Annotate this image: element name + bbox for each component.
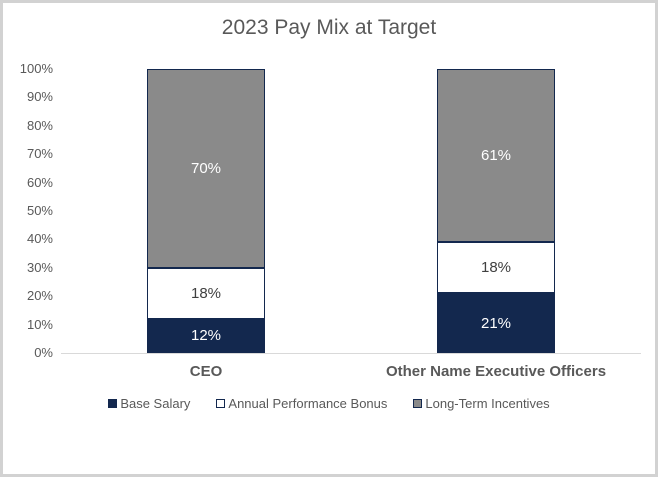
- legend-label: Annual Performance Bonus: [228, 396, 388, 411]
- y-tick-label: 60%: [26, 174, 53, 190]
- y-tick-label: 0%: [34, 345, 53, 360]
- data-label: 61%: [480, 147, 512, 165]
- plot-main: 12% 18% 70% 21% 18% 61% CEO Other Name Executi…: [61, 69, 641, 380]
- legend-marker-long-term-incentives: [413, 399, 423, 408]
- data-label: 70%: [190, 159, 222, 177]
- legend-marker-annual-performance-bonus: [216, 399, 226, 408]
- data-label: 21%: [480, 314, 512, 332]
- stacked-bar-ceo: 12% 18% 70%: [147, 69, 265, 353]
- category-slot-other-name-executive-officers: 21% 18% 61%: [351, 69, 641, 353]
- legend: Base Salary Annual Performance Bonus Long-…: [3, 396, 655, 411]
- bar-segment-base-salary: 12%: [147, 318, 265, 353]
- y-tick-label: 30%: [26, 259, 53, 275]
- legend-label: Long-Term Incentives: [425, 396, 550, 411]
- data-label: 18%: [190, 284, 222, 302]
- y-tick-label: 90%: [26, 89, 53, 105]
- data-label: 12%: [190, 327, 222, 345]
- y-tick-label: 20%: [26, 288, 53, 304]
- bar-segment-annual-performance-bonus: 18%: [437, 242, 555, 294]
- plot-region: 0% 10% 20% 30% 40% 50% 60% 70% 80% 90% 100% 12% 18%…: [3, 61, 641, 380]
- category-label-ceo: CEO: [189, 363, 223, 380]
- y-axis: 0% 10% 20% 30% 40% 50% 60% 70% 80% 90% 100%: [3, 61, 61, 360]
- y-tick-label: 80%: [26, 117, 53, 133]
- category-slot-ceo: 12% 18% 70%: [61, 69, 351, 353]
- data-label: 18%: [480, 259, 512, 277]
- bar-segment-long-term-incentives: 61%: [437, 69, 555, 243]
- bar-segment-base-salary: 21%: [437, 293, 555, 353]
- legend-marker-base-salary: [108, 399, 118, 408]
- legend-label: Base Salary: [120, 396, 191, 411]
- y-tick-label: 70%: [26, 146, 53, 162]
- bar-segment-annual-performance-bonus: 18%: [147, 267, 265, 319]
- y-tick-label: 40%: [26, 231, 53, 247]
- y-tick-label: 100%: [19, 61, 53, 76]
- y-tick-label: 50%: [26, 203, 53, 218]
- x-axis-labels: CEO Other Name Executive Officers: [61, 354, 641, 380]
- y-tick-label: 10%: [26, 316, 53, 332]
- legend-item-annual-performance-bonus: Annual Performance Bonus: [216, 396, 387, 411]
- bar-segment-long-term-incentives: 70%: [147, 69, 265, 268]
- legend-item-base-salary: Base Salary: [108, 396, 190, 411]
- stacked-bar-other-name-executive-officers: 21% 18% 61%: [437, 69, 555, 353]
- plot-area: 12% 18% 70% 21% 18% 61%: [61, 69, 641, 354]
- chart-title: 2023 Pay Mix at Target: [221, 16, 437, 39]
- category-label-other-name-executive-officers: Other Name Executive Officers: [385, 363, 607, 380]
- legend-item-long-term-incentives: Long-Term Incentives: [413, 396, 550, 411]
